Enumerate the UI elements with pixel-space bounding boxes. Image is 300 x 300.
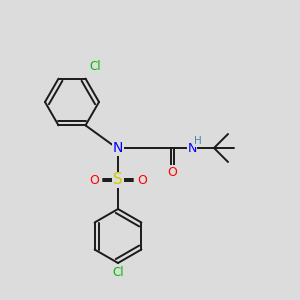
Text: O: O xyxy=(137,173,147,187)
Text: O: O xyxy=(167,166,177,178)
Text: S: S xyxy=(113,172,123,188)
Text: Cl: Cl xyxy=(90,60,101,73)
Text: N: N xyxy=(113,141,123,155)
Text: Cl: Cl xyxy=(112,266,124,280)
Text: O: O xyxy=(89,173,99,187)
Text: N: N xyxy=(187,142,197,154)
Text: H: H xyxy=(194,136,202,146)
